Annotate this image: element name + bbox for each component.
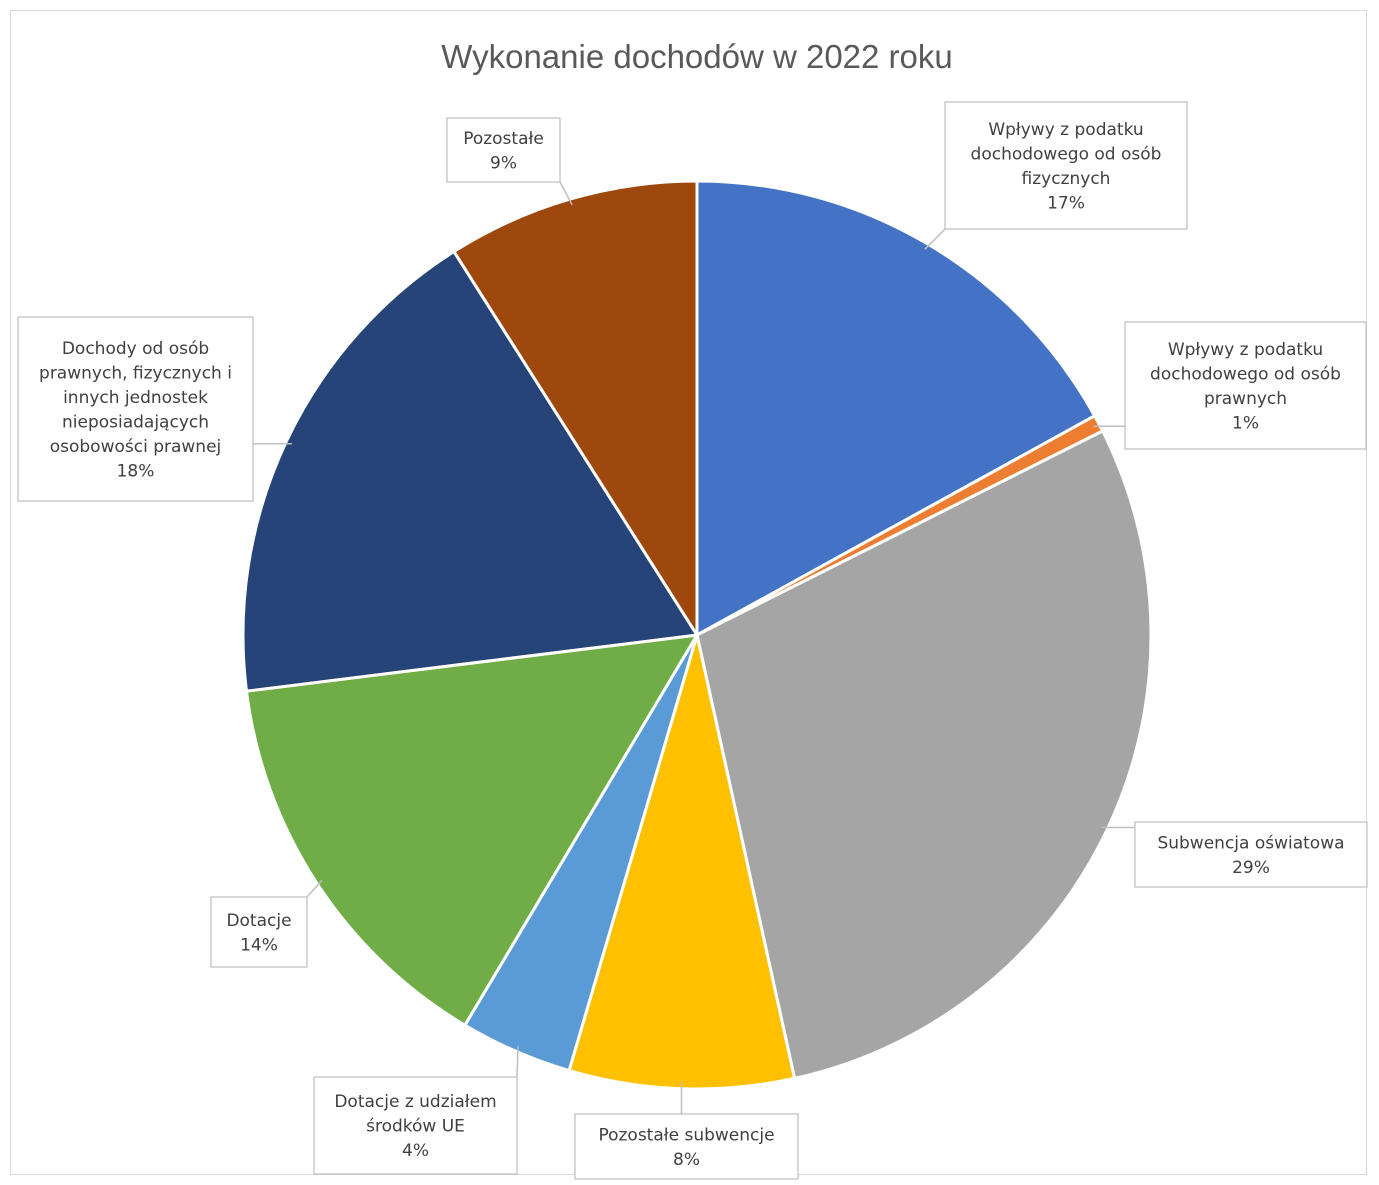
data-label-name: Pozostałe subwencje: [598, 1125, 774, 1145]
data-label-name: osobowości prawnej: [50, 437, 222, 457]
data-label-box: [574, 1113, 799, 1180]
pie-slice: [244, 633, 699, 1027]
leader-line: [306, 879, 323, 898]
data-label-percent: 9%: [490, 153, 517, 173]
data-label-percent: 17%: [1047, 193, 1085, 213]
data-label-box: [17, 316, 254, 502]
data-label-box: [1124, 321, 1367, 450]
data-label-name: prawnych: [1204, 389, 1287, 409]
data-label-name: środków UE: [366, 1117, 465, 1137]
data-label-percent: 29%: [1232, 858, 1270, 878]
data-label-name: Dotacje: [226, 911, 291, 931]
data-label-name: Wpływy z podatku: [988, 120, 1143, 140]
data-label-name: Dotacje z udziałem: [334, 1092, 496, 1112]
data-label-name: fizycznych: [1022, 169, 1111, 189]
data-label-name: Subwencja oświatowa: [1157, 833, 1344, 853]
pie-slices: [241, 179, 1153, 1091]
data-label-box: [944, 101, 1188, 230]
chart-title: Wykonanie dochodów w 2022 roku: [441, 38, 953, 75]
data-label-name: Wpływy z podatku: [1168, 340, 1323, 360]
data-label-percent: 14%: [240, 935, 278, 955]
data-label-box: [210, 896, 308, 968]
data-label-name: innych jednostek: [63, 388, 208, 408]
data-label-box: [313, 1076, 518, 1175]
data-label-percent: 18%: [117, 461, 155, 481]
data-label-box: [1134, 821, 1368, 888]
leader-line: [516, 1045, 519, 1078]
pie-slice: [241, 250, 699, 693]
data-label-name: Dochody od osób: [62, 339, 209, 359]
data-label-name: dochodowego od osób: [1150, 364, 1341, 384]
pie-slice: [452, 179, 699, 637]
data-label-percent: 8%: [673, 1150, 700, 1170]
data-label-name: Pozostałe: [463, 129, 544, 149]
leader-line: [924, 228, 946, 250]
data-label-percent: 1%: [1232, 413, 1259, 433]
data-label-name: nieposiadających: [62, 412, 209, 432]
data-label-percent: 4%: [402, 1141, 429, 1161]
data-label-name: prawnych, fizycznych i: [39, 363, 232, 383]
leader-lines: [253, 181, 1135, 1114]
pie-slice: [695, 429, 1153, 1080]
data-label-name: dochodowego od osób: [971, 144, 1162, 164]
pie-slice: [695, 179, 1097, 637]
leader-line: [559, 181, 573, 206]
data-labels: Wpływy z podatku dochodowego od osób fizyc…: [17, 101, 1368, 1180]
data-label-box: [446, 117, 561, 183]
